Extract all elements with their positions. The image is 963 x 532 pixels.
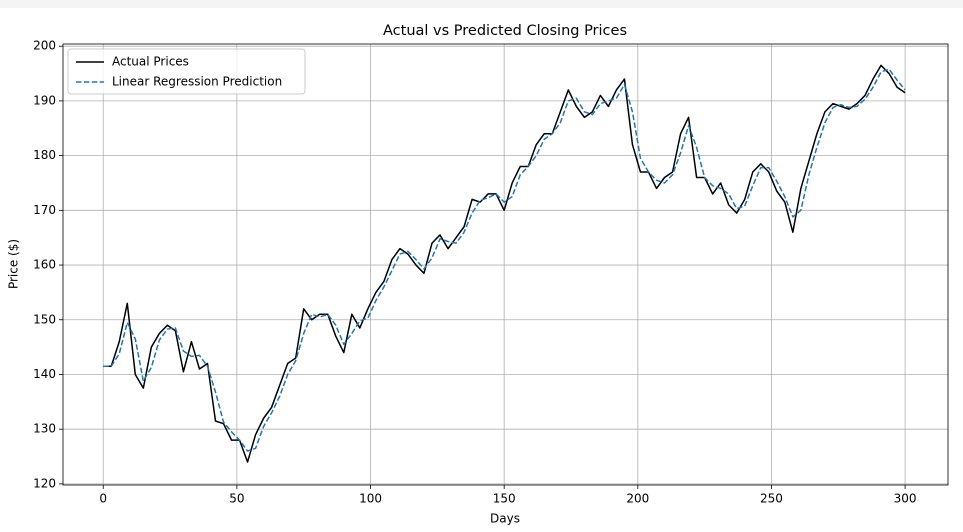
x-axis-label: Days <box>490 512 520 526</box>
y-tick-label: 200 <box>33 39 56 53</box>
x-tick-label: 200 <box>626 492 649 506</box>
legend-label: Linear Regression Prediction <box>112 75 282 89</box>
plot-frame <box>62 43 949 486</box>
y-tick-label: 160 <box>33 258 56 272</box>
y-axis-label: Price ($) <box>7 239 21 289</box>
x-tick-label: 100 <box>359 492 382 506</box>
x-tick-label: 50 <box>229 492 244 506</box>
legend-box <box>67 48 306 95</box>
top-bar <box>0 0 963 8</box>
chart-title: Actual vs Predicted Closing Prices <box>383 23 627 39</box>
legend-label: Actual Prices <box>112 55 189 69</box>
data-line <box>103 64 906 463</box>
x-tick-label: 300 <box>894 492 917 506</box>
y-tick-label: 130 <box>33 422 56 436</box>
y-tick-label: 180 <box>33 148 56 162</box>
x-tick-label: 0 <box>99 492 107 506</box>
y-tick-label: 120 <box>33 476 56 490</box>
y-tick-label: 140 <box>33 367 56 381</box>
x-tick-label: 250 <box>760 492 783 506</box>
legend: Actual Prices Linear Regression Predictio… <box>67 48 306 95</box>
y-tick-label: 190 <box>33 93 56 107</box>
data-line <box>103 68 906 452</box>
y-tick-label: 150 <box>33 312 56 326</box>
x-tick-label: 150 <box>493 492 516 506</box>
y-tick-label: 170 <box>33 203 56 217</box>
